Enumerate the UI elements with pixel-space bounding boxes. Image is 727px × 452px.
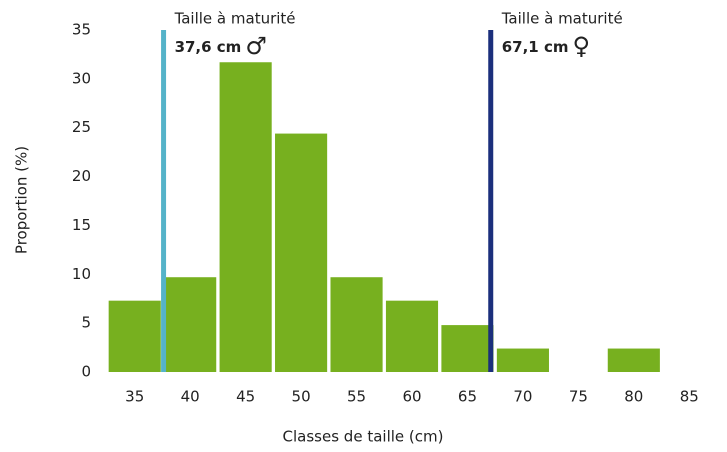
y-tick-label: 10 bbox=[72, 265, 91, 283]
y-tick-label: 5 bbox=[81, 314, 91, 332]
bar bbox=[496, 348, 549, 372]
annotation-label: 67,1 cm ♀ bbox=[502, 32, 590, 60]
x-tick-label: 65 bbox=[458, 388, 477, 406]
annotation-symbol: ♀ bbox=[573, 32, 591, 60]
x-tick-label: 75 bbox=[569, 388, 588, 406]
y-tick-label: 0 bbox=[81, 363, 91, 381]
bar bbox=[219, 62, 272, 372]
x-tick-label: 40 bbox=[181, 388, 200, 406]
annotation-symbol: ♂ bbox=[245, 32, 267, 60]
annotation-title: Taille à maturité bbox=[501, 10, 623, 28]
bar bbox=[275, 133, 328, 372]
annotation-value: 67,1 cm bbox=[502, 38, 569, 56]
y-axis-title: Proportion (%) bbox=[13, 146, 31, 254]
x-tick-label: 35 bbox=[125, 388, 144, 406]
x-axis-title: Classes de taille (cm) bbox=[283, 428, 444, 446]
bar bbox=[441, 325, 494, 372]
y-tick-label: 30 bbox=[72, 69, 91, 87]
x-tick-label: 60 bbox=[402, 388, 421, 406]
bar bbox=[330, 277, 383, 372]
x-tick-label: 80 bbox=[624, 388, 643, 406]
bar bbox=[164, 277, 217, 372]
annotation-label: 37,6 cm ♂ bbox=[175, 32, 267, 60]
y-tick-label: 20 bbox=[72, 167, 91, 185]
y-tick-label: 15 bbox=[72, 216, 91, 234]
x-tick-label: 85 bbox=[680, 388, 699, 406]
y-tick-label: 25 bbox=[72, 118, 91, 136]
x-tick-label: 50 bbox=[292, 388, 311, 406]
bar bbox=[108, 300, 161, 372]
bar bbox=[385, 300, 439, 372]
x-tick-label: 45 bbox=[236, 388, 255, 406]
x-tick-label: 55 bbox=[347, 388, 366, 406]
x-tick-label: 70 bbox=[513, 388, 532, 406]
annotation-value: 37,6 cm bbox=[175, 38, 242, 56]
bar bbox=[607, 348, 660, 372]
annotation-title: Taille à maturité bbox=[174, 10, 296, 28]
y-tick-label: 35 bbox=[72, 21, 91, 39]
